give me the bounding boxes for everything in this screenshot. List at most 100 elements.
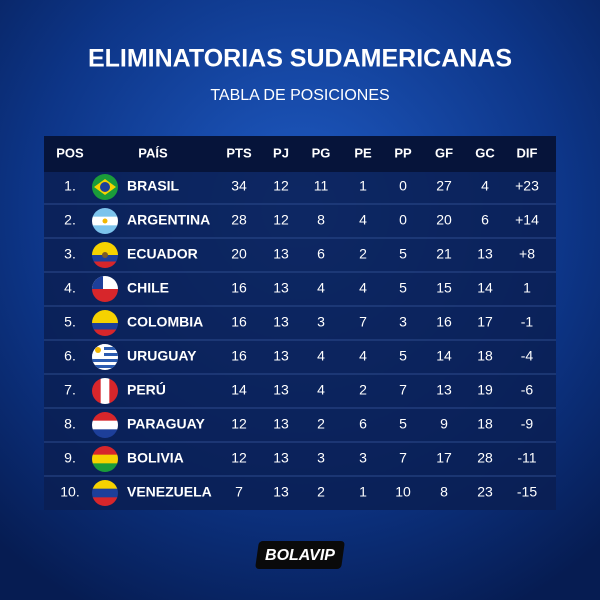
stat-cell: 4 — [317, 280, 325, 296]
flag-part — [92, 429, 118, 438]
stat-cell: 13 — [273, 382, 289, 398]
stat-cell: 1 — [359, 178, 367, 194]
stat-cell: -15 — [517, 484, 537, 500]
flag-part — [102, 252, 108, 258]
stat-cell: 20 — [231, 246, 247, 262]
position: 8. — [64, 416, 76, 432]
flag — [92, 174, 118, 200]
flag-part — [92, 463, 118, 472]
flag — [92, 378, 118, 404]
column-header: GC — [475, 145, 495, 160]
flag-part — [92, 412, 118, 422]
stat-cell: 5 — [399, 348, 407, 364]
stat-cell: +23 — [515, 178, 539, 194]
country-name: ECUADOR — [127, 246, 198, 262]
position: 10. — [60, 484, 79, 500]
stat-cell: 14 — [231, 382, 247, 398]
stat-cell: 19 — [477, 382, 493, 398]
flag — [92, 276, 118, 302]
flag-part — [92, 289, 118, 302]
stat-cell: -9 — [521, 416, 534, 432]
stat-cell: 7 — [399, 450, 407, 466]
stat-cell: -11 — [517, 450, 536, 466]
column-header: DIF — [517, 145, 538, 160]
position: 6. — [64, 348, 76, 364]
stat-cell: 14 — [477, 280, 493, 296]
country-name: COLOMBIA — [127, 314, 203, 330]
stat-cell: 5 — [399, 416, 407, 432]
stat-cell: 4 — [359, 348, 367, 364]
title: ELIMINATORIAS SUDAMERICANAS — [88, 45, 512, 73]
stat-cell: 7 — [359, 314, 367, 330]
flag — [92, 412, 118, 438]
stat-cell: 21 — [436, 246, 452, 262]
position: 3. — [64, 246, 76, 262]
stat-cell: 12 — [273, 212, 289, 228]
logo-text: BOLAVIP — [265, 547, 335, 564]
stat-cell: 2 — [359, 382, 367, 398]
stat-cell: 13 — [273, 280, 289, 296]
stat-cell: 2 — [317, 416, 325, 432]
flag-part — [92, 497, 118, 506]
flag — [92, 242, 118, 268]
stat-cell: 6 — [359, 416, 367, 432]
stat-cell: 4 — [317, 382, 325, 398]
stat-cell: 4 — [481, 178, 489, 194]
flag-part — [92, 261, 118, 268]
stat-cell: 23 — [477, 484, 493, 500]
stat-cell: 3 — [359, 450, 367, 466]
stat-cell: 13 — [273, 450, 289, 466]
country-name: VENEZUELA — [127, 484, 212, 500]
stat-cell: 13 — [273, 484, 289, 500]
column-header: PTS — [226, 145, 252, 160]
stat-cell: 3 — [317, 314, 325, 330]
stat-cell: 16 — [231, 348, 247, 364]
column-header: PJ — [273, 145, 289, 160]
column-header: PE — [354, 145, 372, 160]
country-name: PERÚ — [127, 381, 166, 398]
column-header: PP — [394, 145, 412, 160]
stat-cell: 13 — [273, 246, 289, 262]
stat-cell: 17 — [477, 314, 493, 330]
column-header: POS — [56, 145, 84, 160]
table-header-bg — [44, 136, 556, 172]
stat-cell: 2 — [359, 246, 367, 262]
stat-cell: 9 — [440, 416, 448, 432]
stat-cell: 16 — [231, 280, 247, 296]
stat-cell: 4 — [317, 348, 325, 364]
stat-cell: 3 — [317, 450, 325, 466]
column-header: PG — [312, 145, 331, 160]
stat-cell: 13 — [273, 348, 289, 364]
column-header: PAÍS — [138, 145, 168, 160]
stat-cell: 7 — [235, 484, 243, 500]
stat-cell: 20 — [436, 212, 452, 228]
stat-cell: 28 — [477, 450, 493, 466]
stat-cell: -6 — [521, 382, 534, 398]
stat-cell: 5 — [399, 280, 407, 296]
position: 2. — [64, 212, 76, 228]
stat-cell: 0 — [399, 178, 407, 194]
country-name: BRASIL — [127, 178, 180, 194]
stat-cell: 14 — [436, 348, 452, 364]
flag-part — [92, 365, 118, 368]
flag — [92, 208, 118, 234]
flag — [92, 480, 118, 506]
flag-part — [92, 323, 118, 330]
stat-cell: 13 — [436, 382, 452, 398]
stat-cell: 10 — [395, 484, 411, 500]
stat-cell: 1 — [359, 484, 367, 500]
stat-cell: 18 — [477, 348, 493, 364]
flag-part — [109, 378, 118, 404]
stat-cell: 16 — [231, 314, 247, 330]
flag-part — [92, 359, 118, 362]
position: 5. — [64, 314, 76, 330]
flag-part — [102, 218, 108, 224]
stat-cell: 18 — [477, 416, 493, 432]
flag-part — [92, 225, 118, 234]
stat-cell: 4 — [359, 212, 367, 228]
flag — [92, 310, 118, 336]
stat-cell: 2 — [317, 484, 325, 500]
country-name: ARGENTINA — [127, 212, 210, 228]
